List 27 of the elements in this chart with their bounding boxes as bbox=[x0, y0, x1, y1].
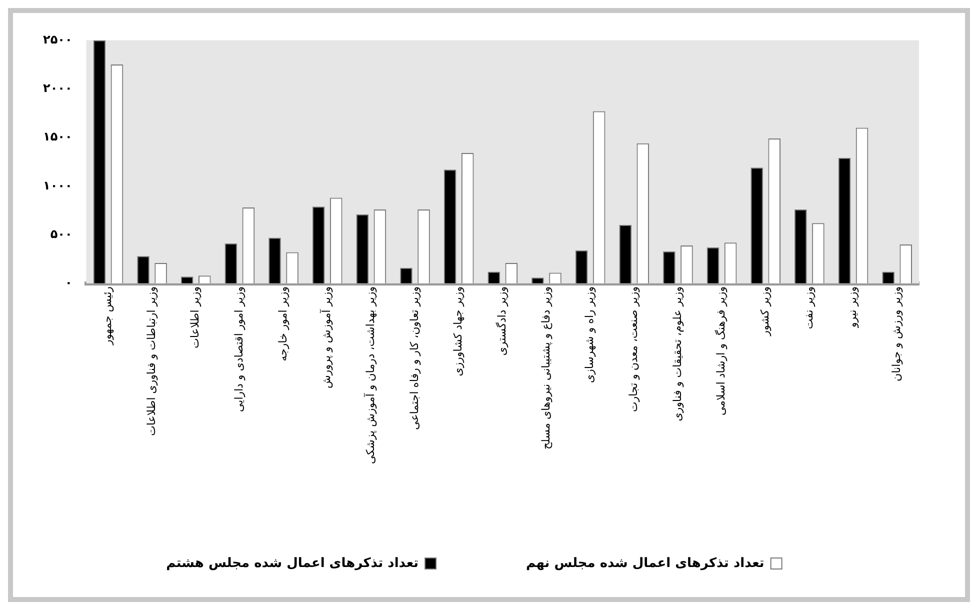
y-tick-label: ۱۵۰۰ bbox=[43, 130, 72, 144]
x-tick-label: وزیر نیرو bbox=[846, 286, 860, 328]
legend-label: تعداد تذکرهای اعمال شده مجلس نهم bbox=[526, 556, 764, 571]
x-tick-label: وزیر راه و شهرسازی bbox=[583, 286, 596, 383]
x-tick-label: وزیر بهداشت، درمان و آموزش پزشکی bbox=[363, 286, 378, 464]
x-tick-label: وزیر آموزش و پرورش bbox=[319, 286, 334, 389]
x-tick-label: وزیر علوم، تحقیقات و فناوری bbox=[670, 286, 684, 422]
x-tick-label: رئیس جمهور bbox=[101, 286, 114, 346]
x-tick-label: وزیر ورزش و جوانان bbox=[890, 286, 903, 382]
x-tick-label: وزیر فرهنگ و ارشاد اسلامی bbox=[714, 286, 728, 416]
x-tick-label: وزیر جهاد کشاورزی bbox=[452, 286, 465, 376]
x-tick-label: وزیر تعاون، کار و رفاه اجتماعی bbox=[408, 286, 421, 430]
y-tick-label: ۲۵۰۰ bbox=[43, 32, 72, 46]
x-tick-label: وزیر نفت bbox=[802, 286, 816, 330]
x-tick-label: وزیر دفاع و پشتیبانی نیروهای مسلح bbox=[539, 286, 552, 450]
y-tick-label: ۰ bbox=[64, 276, 72, 290]
x-tick-label: وزیر امور خارجه bbox=[276, 286, 290, 362]
y-tick-label: ۱۰۰۰ bbox=[43, 178, 72, 192]
x-tick-label: وزیر دادگستری bbox=[496, 286, 509, 356]
x-tick-label: وزیر کشور bbox=[758, 286, 772, 337]
x-tick-label: وزیر امور اقتصادی و دارایی bbox=[232, 286, 246, 412]
legend-label: تعداد تذکرهای اعمال شده مجلس هشتم bbox=[166, 556, 419, 571]
y-tick-label: ۵۰۰ bbox=[50, 226, 72, 241]
x-tick-label: وزیر اطلاعات bbox=[188, 286, 202, 348]
x-tick-label: وزیر صنعت، معدن و تجارت bbox=[626, 286, 640, 412]
x-tick-label: وزیر ارتباطات و فناوری اطلاعات bbox=[144, 286, 158, 436]
y-tick-label: ۲۰۰۰ bbox=[43, 80, 72, 95]
